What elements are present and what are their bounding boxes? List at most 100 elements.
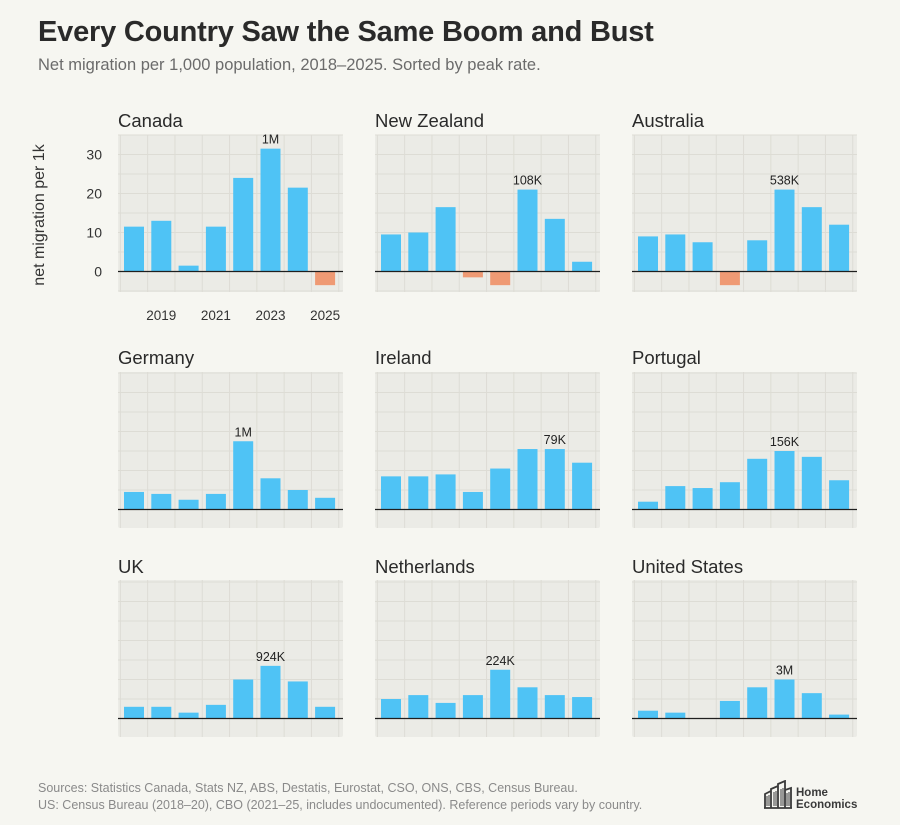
bar-2022 (233, 177, 254, 272)
panel-title: New Zealand (375, 110, 485, 131)
bar-2019 (665, 234, 686, 272)
bar-2021 (719, 482, 740, 510)
panel-title: Australia (632, 110, 704, 131)
bar-2018 (124, 226, 144, 272)
bar-2018 (124, 706, 144, 719)
bar-2021 (719, 700, 740, 719)
bar-2023 (260, 148, 281, 272)
bar-2022 (490, 271, 511, 286)
y-tick-label: 30 (86, 147, 102, 163)
bar-2021 (462, 271, 483, 278)
bar-2024 (544, 695, 565, 719)
bar-2018 (124, 491, 144, 510)
bar-2024 (287, 490, 308, 510)
bar-2024 (287, 681, 308, 719)
peak-label: 108K (513, 174, 543, 188)
bar-2018 (638, 501, 658, 510)
bar-2023 (774, 189, 795, 272)
panel-title: Netherlands (375, 556, 475, 577)
bar-2022 (747, 687, 768, 719)
bar-2021 (205, 704, 226, 719)
bar-2025 (572, 462, 593, 510)
bar-2019 (151, 706, 172, 719)
panel-title: United States (632, 556, 744, 577)
bar-2025 (829, 480, 850, 510)
bar-2018 (638, 710, 658, 719)
panel-background (118, 580, 343, 737)
bar-2020 (178, 499, 199, 510)
y-tick-label: 20 (86, 186, 102, 202)
panel-title: UK (118, 556, 144, 577)
bar-2021 (719, 271, 740, 286)
bar-2023 (774, 679, 795, 719)
bar-2018 (381, 699, 401, 719)
bar-2020 (435, 207, 456, 272)
peak-label: 3M (776, 664, 793, 678)
y-tick-label: 10 (86, 225, 102, 241)
panel-plot-australia: 538K (632, 134, 857, 292)
bar-2025 (315, 271, 336, 286)
panel-title: Ireland (375, 347, 432, 368)
bar-2019 (151, 493, 172, 510)
panel-plot-portugal: 156K (632, 372, 857, 528)
panel-background (632, 372, 857, 528)
bar-2023 (517, 449, 538, 510)
bar-2022 (490, 468, 511, 510)
peak-label: 79K (544, 433, 567, 447)
panel-plot-germany: 1M (118, 372, 343, 528)
panel-background (632, 580, 857, 737)
panel-title: Portugal (632, 347, 701, 368)
bar-2022 (233, 441, 254, 510)
x-tick-label: 2025 (310, 308, 340, 323)
peak-label: 224K (486, 654, 516, 668)
x-axis-ticks: 2019 2021 2023 2025 (146, 308, 340, 323)
bar-2023 (260, 478, 281, 510)
y-axis-ticks: 0 10 20 30 (86, 147, 102, 280)
x-tick-label: 2021 (201, 308, 231, 323)
bar-2025 (572, 697, 593, 719)
bar-2023 (260, 665, 281, 719)
peak-label: 1M (235, 425, 252, 439)
bar-2024 (544, 449, 565, 510)
x-tick-label: 2019 (146, 308, 176, 323)
panel-title: Canada (118, 110, 183, 131)
bar-2019 (408, 232, 429, 272)
bar-2024 (801, 693, 822, 719)
peak-label: 538K (770, 174, 800, 188)
bar-2020 (435, 474, 456, 510)
bar-2018 (381, 234, 401, 272)
bar-2024 (544, 218, 565, 272)
bar-2024 (801, 456, 822, 510)
bar-2023 (774, 451, 795, 510)
bar-2021 (205, 493, 226, 510)
chart-title: Every Country Saw the Same Boom and Bust (38, 16, 654, 48)
peak-label: 924K (256, 650, 286, 664)
bar-2022 (490, 669, 511, 719)
panel-plot-ireland: 79K (375, 372, 600, 528)
panel-plot-uk: 924K (118, 580, 343, 737)
bar-2023 (517, 687, 538, 719)
panel-background (118, 372, 343, 528)
bar-2020 (178, 265, 199, 272)
bar-2020 (435, 702, 456, 719)
panel-plot-canada: 1M (118, 133, 343, 292)
bar-2025 (829, 224, 850, 272)
bar-2019 (151, 220, 172, 272)
bar-2020 (178, 712, 199, 719)
bar-2024 (801, 207, 822, 272)
bar-2025 (572, 261, 593, 272)
bar-2022 (747, 240, 768, 272)
building-bars-icon (763, 779, 793, 815)
footnote-sources: Sources: Statistics Canada, Stats NZ, AB… (38, 781, 578, 795)
bar-2019 (408, 695, 429, 719)
panel-plot-united-states: 3M (632, 580, 857, 737)
logo-line1: Home (796, 787, 828, 799)
panel-background (375, 372, 600, 528)
bar-2022 (233, 679, 254, 719)
bar-2021 (462, 695, 483, 719)
bar-2018 (381, 476, 401, 510)
y-axis-label: net migration per 1k (31, 144, 48, 286)
bar-2020 (692, 242, 713, 272)
bar-2021 (462, 491, 483, 510)
y-tick-label: 0 (94, 264, 102, 280)
